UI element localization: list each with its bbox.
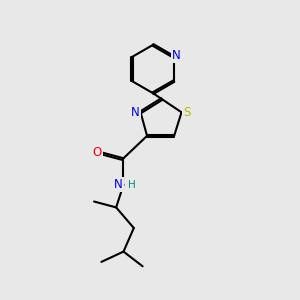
Text: S: S bbox=[183, 106, 190, 119]
Text: N: N bbox=[114, 178, 123, 191]
Text: O: O bbox=[92, 146, 102, 159]
Text: N: N bbox=[131, 106, 140, 119]
Text: N: N bbox=[172, 49, 181, 62]
Text: H: H bbox=[128, 180, 136, 190]
